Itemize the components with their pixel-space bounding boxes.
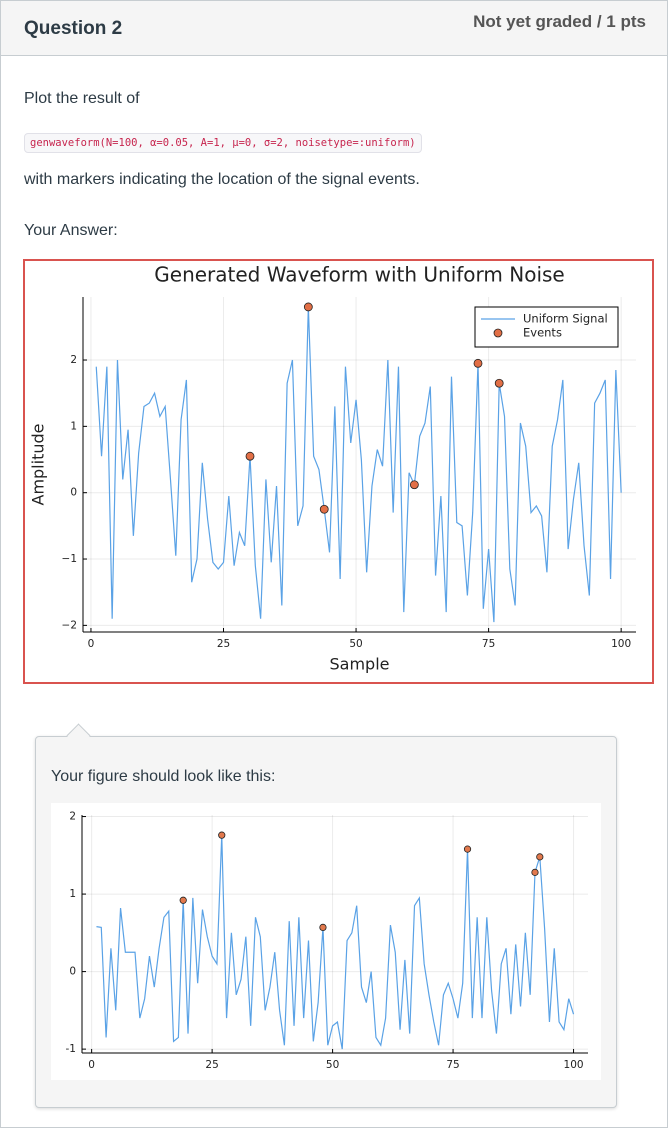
y-tick-label: 0	[69, 966, 76, 978]
y-tick-label: 1	[69, 888, 76, 900]
question-header	[1, 1, 667, 56]
code-snippet: genwaveform(N=100, α=0.05, A=1, μ=0, σ=2…	[24, 133, 422, 153]
answer-label: Your Answer:	[24, 222, 118, 239]
legend-swatch	[493, 328, 503, 338]
x-axis-label: Sample	[330, 655, 390, 674]
event-marker	[463, 845, 472, 853]
event-marker	[494, 378, 504, 388]
y-tick-label: 2	[69, 811, 76, 823]
x-tick-label: 100	[611, 638, 631, 650]
question-text: with markers indicating the location of …	[24, 171, 420, 188]
question-text: Plot the result of	[24, 90, 140, 107]
event-marker	[319, 504, 329, 514]
answer-box	[23, 259, 654, 684]
event-marker	[303, 302, 313, 312]
y-axis-label: Amplitude	[29, 424, 48, 506]
question-title: Question 2	[24, 18, 123, 39]
x-tick-label: 25	[205, 1059, 218, 1071]
event-marker	[319, 923, 327, 932]
event-marker	[473, 358, 483, 368]
x-tick-label: 0	[88, 1059, 95, 1071]
event-marker	[536, 853, 544, 861]
event-marker	[218, 831, 226, 839]
legend-label: Events	[523, 326, 562, 340]
event-marker	[245, 451, 255, 461]
x-tick-label: 0	[88, 638, 95, 650]
legend-box	[474, 306, 619, 348]
chart-title: Generated Waveform with Uniform Noise	[154, 263, 564, 287]
hint-text: Your figure should look like this:	[51, 768, 276, 785]
x-tick-label: 50	[326, 1059, 339, 1071]
x-tick-label: 75	[482, 638, 495, 650]
signal-line	[95, 306, 622, 623]
event-marker	[409, 480, 419, 490]
y-tick-label: 0	[70, 487, 77, 499]
chart: −2 −1 0 1 2 0 25 50 75 100 Generated Waveform with…	[29, 263, 636, 674]
event-marker	[531, 868, 539, 876]
y-tick-label: −1	[62, 553, 77, 565]
grade-status: Not yet graded / 1 pts	[473, 12, 646, 31]
event-marker	[179, 896, 187, 904]
x-tick-label: 100	[564, 1059, 584, 1071]
legend-label: Uniform Signal	[523, 312, 608, 326]
x-tick-label: 75	[446, 1059, 459, 1071]
x-tick-label: 50	[349, 638, 362, 650]
y-tick-label: 1	[70, 420, 77, 432]
y-tick-label: 2	[70, 354, 77, 366]
x-tick-label: 25	[217, 638, 230, 650]
y-tick-label: -1	[66, 1043, 76, 1055]
chart: -1 0 1 2 0 25 50 75 100	[51, 803, 601, 1080]
signal-line	[96, 835, 575, 1050]
y-tick-label: −2	[62, 619, 77, 631]
